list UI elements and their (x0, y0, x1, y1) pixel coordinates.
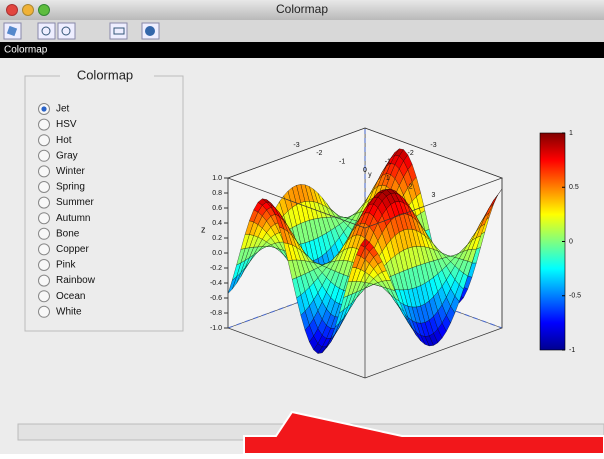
z-tick-label: -1.0 (210, 325, 222, 332)
z-axis-label: z (201, 224, 206, 234)
tool-button[interactable] (38, 23, 55, 39)
x-tick-label: 3 (432, 192, 436, 199)
radio-dot (41, 106, 46, 111)
group-title: Colormap (77, 67, 133, 82)
z-tick-label: 0.4 (212, 220, 222, 227)
radio-label: HSV (56, 119, 77, 130)
z-tick-label: 0.0 (212, 250, 222, 257)
toolbar (0, 20, 604, 42)
y-axis-label: y (368, 171, 372, 178)
x-tick-label: -2 (316, 150, 322, 157)
panel-header (0, 42, 604, 58)
close-button[interactable] (7, 5, 18, 16)
radio-button[interactable] (39, 275, 50, 286)
z-tick-label: 0.6 (212, 205, 222, 212)
z-tick-label: 0.2 (212, 235, 222, 242)
x-tick-label: 2 (409, 184, 413, 191)
y-tick-label: -3 (430, 142, 436, 149)
radio-button[interactable] (39, 182, 50, 193)
colorbar (540, 133, 565, 350)
radio-label: Copper (56, 244, 89, 255)
radio-button[interactable] (39, 213, 50, 224)
window-title: Colormap (276, 2, 328, 16)
radio-label: Spring (56, 182, 85, 193)
radio-button[interactable] (39, 306, 50, 317)
x-tick-label: -3 (293, 142, 299, 149)
radio-label: Autumn (56, 213, 90, 224)
radio-button[interactable] (39, 197, 50, 208)
zoom-button[interactable] (39, 5, 50, 16)
minimize-button[interactable] (23, 5, 34, 16)
x-tick-label: 1 (386, 175, 390, 182)
x-tick-label: -1 (339, 159, 345, 166)
radio-button[interactable] (39, 228, 50, 239)
colorbar-tick-label: -1 (569, 347, 575, 354)
z-tick-label: -0.8 (210, 310, 222, 317)
radio-label: Gray (56, 150, 78, 161)
radio-button[interactable] (39, 135, 50, 146)
colorbar-tick-label: -0.5 (569, 293, 581, 300)
colorbar-tick-label: 1 (569, 130, 573, 137)
radio-button[interactable] (39, 166, 50, 177)
z-tick-label: -0.2 (210, 265, 222, 272)
radio-label: Pink (56, 260, 76, 271)
radio-button[interactable] (39, 291, 50, 302)
radio-button[interactable] (39, 260, 50, 271)
page: Colormap Colormap Colormap Jet HSV Hot Gray… (0, 0, 604, 459)
radio-label: Ocean (56, 291, 85, 302)
radio-label: Winter (56, 166, 86, 177)
z-tick-label: -0.6 (210, 295, 222, 302)
tool-icon (145, 26, 155, 36)
panel-header-text: Colormap (4, 45, 48, 56)
z-tick-label: -0.4 (210, 280, 222, 287)
radio-label: Hot (56, 135, 72, 146)
radio-label: White (56, 306, 82, 317)
radio-label: Bone (56, 228, 80, 239)
z-tick-label: 0.8 (212, 190, 222, 197)
window: Colormap Colormap Colormap Jet HSV Hot Gray… (0, 0, 604, 454)
radio-label: Rainbow (56, 275, 96, 286)
radio-label: Summer (56, 197, 94, 208)
radio-label: Jet (56, 104, 70, 115)
radio-button[interactable] (39, 244, 50, 255)
radio-button[interactable] (39, 150, 50, 161)
x-tick-label: 0 (363, 167, 367, 174)
colorbar-tick-label: 0.5 (569, 184, 579, 191)
radio-button[interactable] (39, 119, 50, 130)
z-tick-label: 1.0 (212, 175, 222, 182)
tool-button[interactable] (58, 23, 75, 39)
colorbar-tick-label: 0 (569, 238, 573, 245)
y-tick-label: -1 (385, 159, 391, 166)
y-tick-label: -2 (408, 150, 414, 157)
